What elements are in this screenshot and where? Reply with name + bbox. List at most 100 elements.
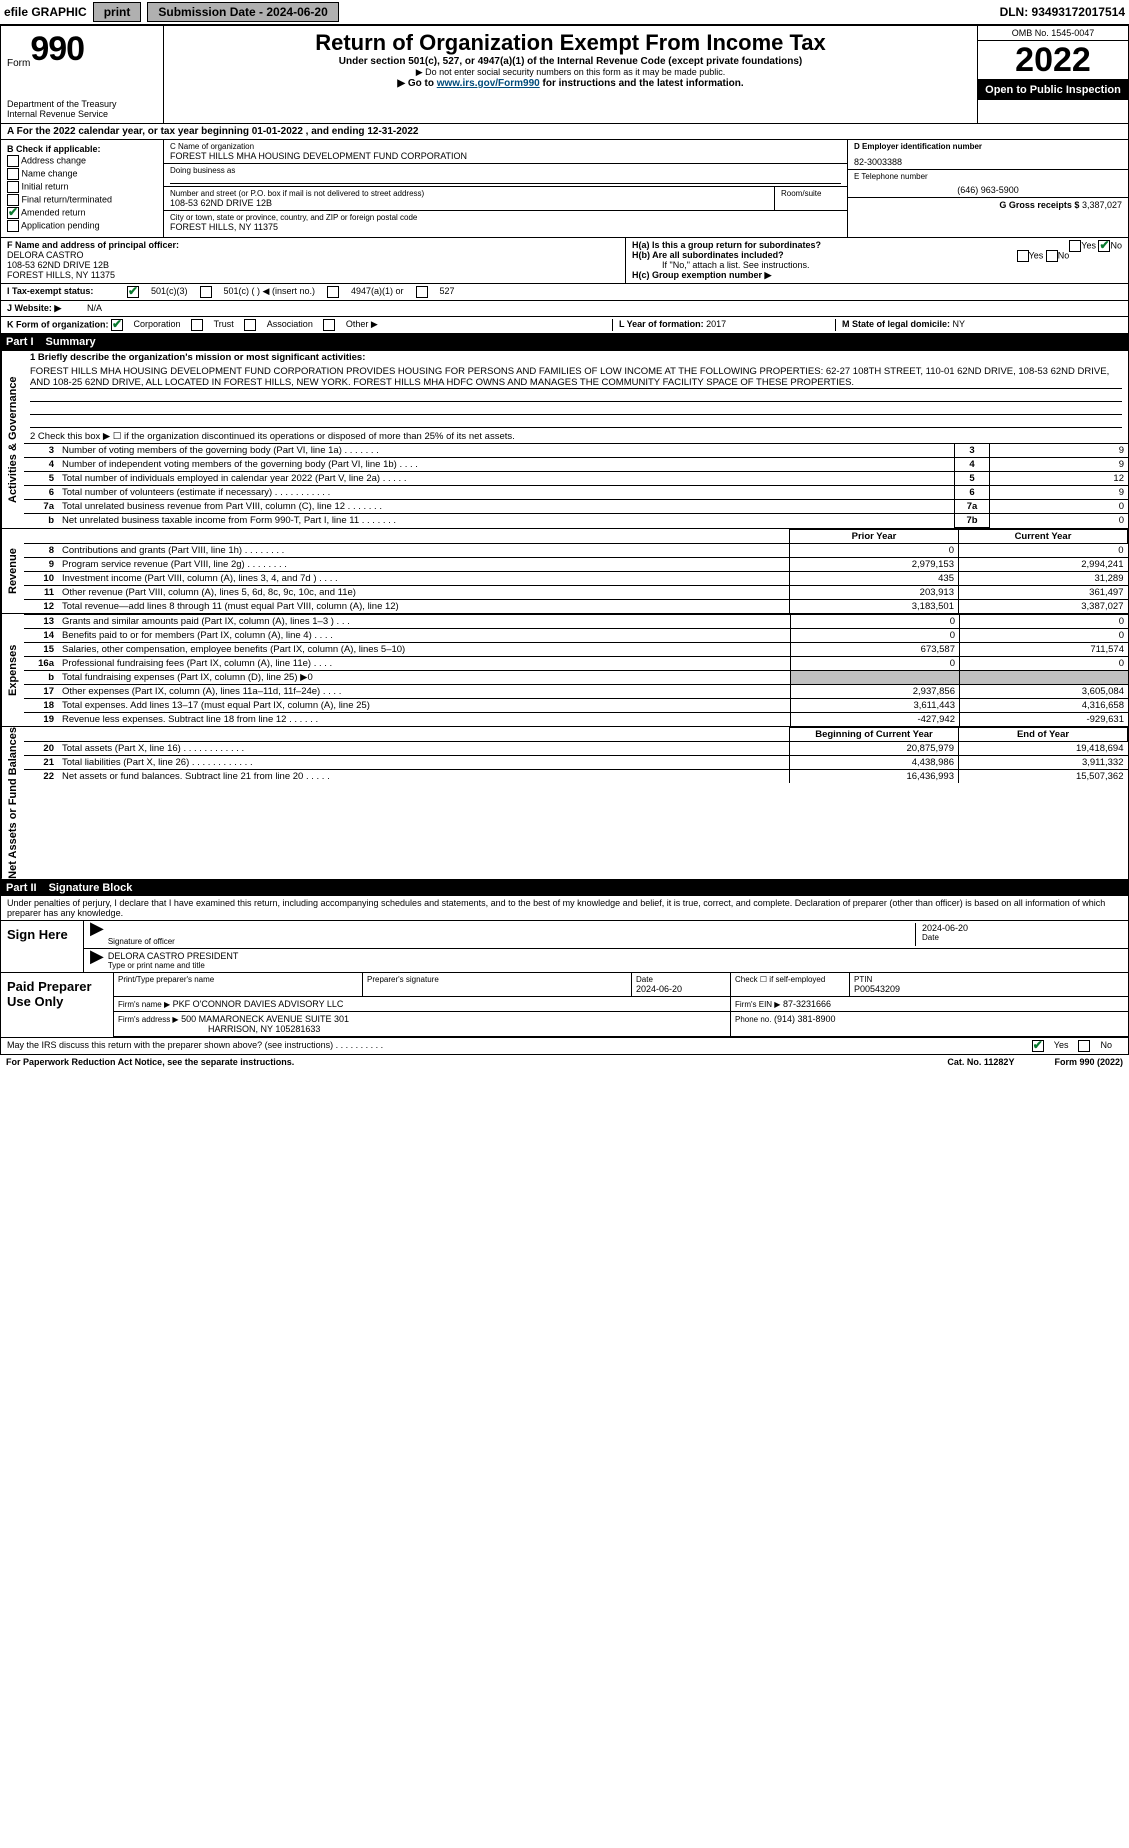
part2-title: Signature Block xyxy=(49,882,133,894)
sig-space xyxy=(108,923,915,937)
exp-label: Grants and similar amounts paid (Part IX… xyxy=(58,615,791,629)
exp-cy: 711,574 xyxy=(960,643,1129,657)
part1-header: Part I Summary xyxy=(0,334,1129,350)
form-footer: Form 990 (2022) xyxy=(1054,1057,1123,1067)
goto-pre: ▶ Go to xyxy=(397,78,436,89)
501c-checkbox[interactable] xyxy=(200,286,212,298)
phone-val: (646) 963-5900 xyxy=(854,185,1122,195)
firm-addr1: 500 MAMARONECK AVENUE SUITE 301 xyxy=(181,1014,349,1024)
exp-label: Total fundraising expenses (Part IX, col… xyxy=(58,671,791,685)
colb-checkbox-4[interactable] xyxy=(7,207,19,219)
discuss-no: No xyxy=(1100,1040,1112,1052)
net-n: 21 xyxy=(24,756,58,770)
501c3-checkbox[interactable] xyxy=(127,286,139,298)
sign-line-2: ▶ DELORA CASTRO PRESIDENT Type or print … xyxy=(84,949,1128,972)
omb-number: OMB No. 1545-0047 xyxy=(978,26,1128,41)
527-checkbox[interactable] xyxy=(416,286,428,298)
sign-date-val: 2024-06-20 xyxy=(922,923,1122,933)
sign-here-block: Sign Here ▶ Signature of officer 2024-06… xyxy=(0,921,1129,973)
discuss-yes: Yes xyxy=(1054,1040,1069,1052)
colb-checkbox-0[interactable] xyxy=(7,155,19,167)
hb-row: H(b) Are all subordinates included? Yes … xyxy=(632,250,1122,260)
rev-py: 0 xyxy=(790,544,959,558)
paid-right: Print/Type preparer's name Preparer's si… xyxy=(113,973,1128,1037)
row-k-label: K Form of organization: xyxy=(7,319,109,329)
rev-label: Other revenue (Part VIII, column (A), li… xyxy=(58,586,790,600)
row-l-label: L Year of formation: xyxy=(619,319,704,329)
gov-n: 7a xyxy=(24,500,58,514)
rev-cy: 2,994,241 xyxy=(959,558,1128,572)
rev-n: 8 xyxy=(24,544,58,558)
room-cell: Room/suite xyxy=(775,187,847,210)
colb-checkbox-2[interactable] xyxy=(7,181,19,193)
assoc-label: Association xyxy=(267,319,313,329)
org-name-cell: C Name of organization FOREST HILLS MHA … xyxy=(164,140,847,164)
form-number: Form 990 xyxy=(7,30,157,69)
gov-row-7b: bNet unrelated business taxable income f… xyxy=(24,514,1128,528)
colb-item-2: Initial return xyxy=(7,181,157,193)
net-row-20: 20Total assets (Part X, line 16) . . . .… xyxy=(24,742,1128,756)
discuss-yes-checkbox[interactable] xyxy=(1032,1040,1044,1052)
discuss-row: May the IRS discuss this return with the… xyxy=(0,1038,1129,1055)
hb-no: No xyxy=(1058,250,1070,260)
net-table: Beginning of Current Year End of Year 20… xyxy=(24,727,1128,783)
row-l: L Year of formation: 2017 xyxy=(612,319,835,331)
ha-no-checkbox[interactable] xyxy=(1098,240,1110,252)
rev-row-9: 9Program service revenue (Part VIII, lin… xyxy=(24,558,1128,572)
net-py: 4,438,986 xyxy=(790,756,959,770)
rev-table: Prior Year Current Year 8Contributions a… xyxy=(24,529,1128,613)
gov-n: 6 xyxy=(24,486,58,500)
exp-row-15: 15Salaries, other compensation, employee… xyxy=(24,643,1128,657)
hb-label: H(b) Are all subordinates included? xyxy=(632,250,784,260)
firm-addr-cell: Firm's address ▶ 500 MAMARONECK AVENUE S… xyxy=(114,1011,731,1036)
exp-n: 13 xyxy=(24,615,58,629)
hb-no-checkbox[interactable] xyxy=(1046,250,1058,262)
corp-checkbox[interactable] xyxy=(111,319,123,331)
prep-date-label: Date xyxy=(636,975,726,984)
rev-label: Investment income (Part VIII, column (A)… xyxy=(58,572,790,586)
mission-blank-3 xyxy=(30,416,1122,428)
trust-checkbox[interactable] xyxy=(191,319,203,331)
print-button[interactable]: print xyxy=(93,2,142,22)
colb-label-2: Initial return xyxy=(22,181,69,191)
colb-checkbox-1[interactable] xyxy=(7,168,19,180)
dba-label: Doing business as xyxy=(170,166,841,175)
exp-py xyxy=(791,671,960,685)
gov-n: 5 xyxy=(24,472,58,486)
ha-yes-checkbox[interactable] xyxy=(1069,240,1081,252)
exp-n: 19 xyxy=(24,713,58,727)
sign-line-1: ▶ Signature of officer 2024-06-20 Date xyxy=(84,921,1128,949)
exp-label: Salaries, other compensation, employee b… xyxy=(58,643,791,657)
row-k: K Form of organization: Corporation Trus… xyxy=(7,319,612,331)
gov-label: Total number of volunteers (estimate if … xyxy=(58,486,955,500)
prep-name-hdr: Print/Type preparer's name xyxy=(114,973,363,997)
net-cy: 19,418,694 xyxy=(959,742,1128,756)
net-cy: 15,507,362 xyxy=(959,770,1128,784)
col-f-officer: F Name and address of principal officer:… xyxy=(1,238,625,283)
net-content: Beginning of Current Year End of Year 20… xyxy=(24,727,1128,879)
exp-cy xyxy=(960,671,1129,685)
net-py: 16,436,993 xyxy=(790,770,959,784)
trust-label: Trust xyxy=(214,319,234,329)
tax-year: 2022 xyxy=(978,41,1128,80)
rev-label: Program service revenue (Part VIII, line… xyxy=(58,558,790,572)
exp-label: Total expenses. Add lines 13–17 (must eq… xyxy=(58,699,791,713)
hb-yes-checkbox[interactable] xyxy=(1017,250,1029,262)
prep-self-hdr: Check ☐ if self-employed xyxy=(731,973,850,997)
net-n: 20 xyxy=(24,742,58,756)
mission-text: FOREST HILLS MHA HOUSING DEVELOPMENT FUN… xyxy=(30,366,1122,389)
assoc-checkbox[interactable] xyxy=(244,319,256,331)
exp-label: Revenue less expenses. Subtract line 18 … xyxy=(58,713,791,727)
header-mid: Return of Organization Exempt From Incom… xyxy=(164,26,977,123)
discuss-no-checkbox[interactable] xyxy=(1078,1040,1090,1052)
corp-label: Corporation xyxy=(134,319,181,329)
ha-label: H(a) Is this a group return for subordin… xyxy=(632,240,821,250)
colb-checkbox-5[interactable] xyxy=(7,220,19,232)
gov-n: 3 xyxy=(24,444,58,458)
net-label: Total assets (Part X, line 16) . . . . .… xyxy=(58,742,790,756)
other-checkbox[interactable] xyxy=(323,319,335,331)
irs-link[interactable]: www.irs.gov/Form990 xyxy=(437,78,540,89)
527-label: 527 xyxy=(440,286,455,298)
4947-checkbox[interactable] xyxy=(327,286,339,298)
net-cy: 3,911,332 xyxy=(959,756,1128,770)
